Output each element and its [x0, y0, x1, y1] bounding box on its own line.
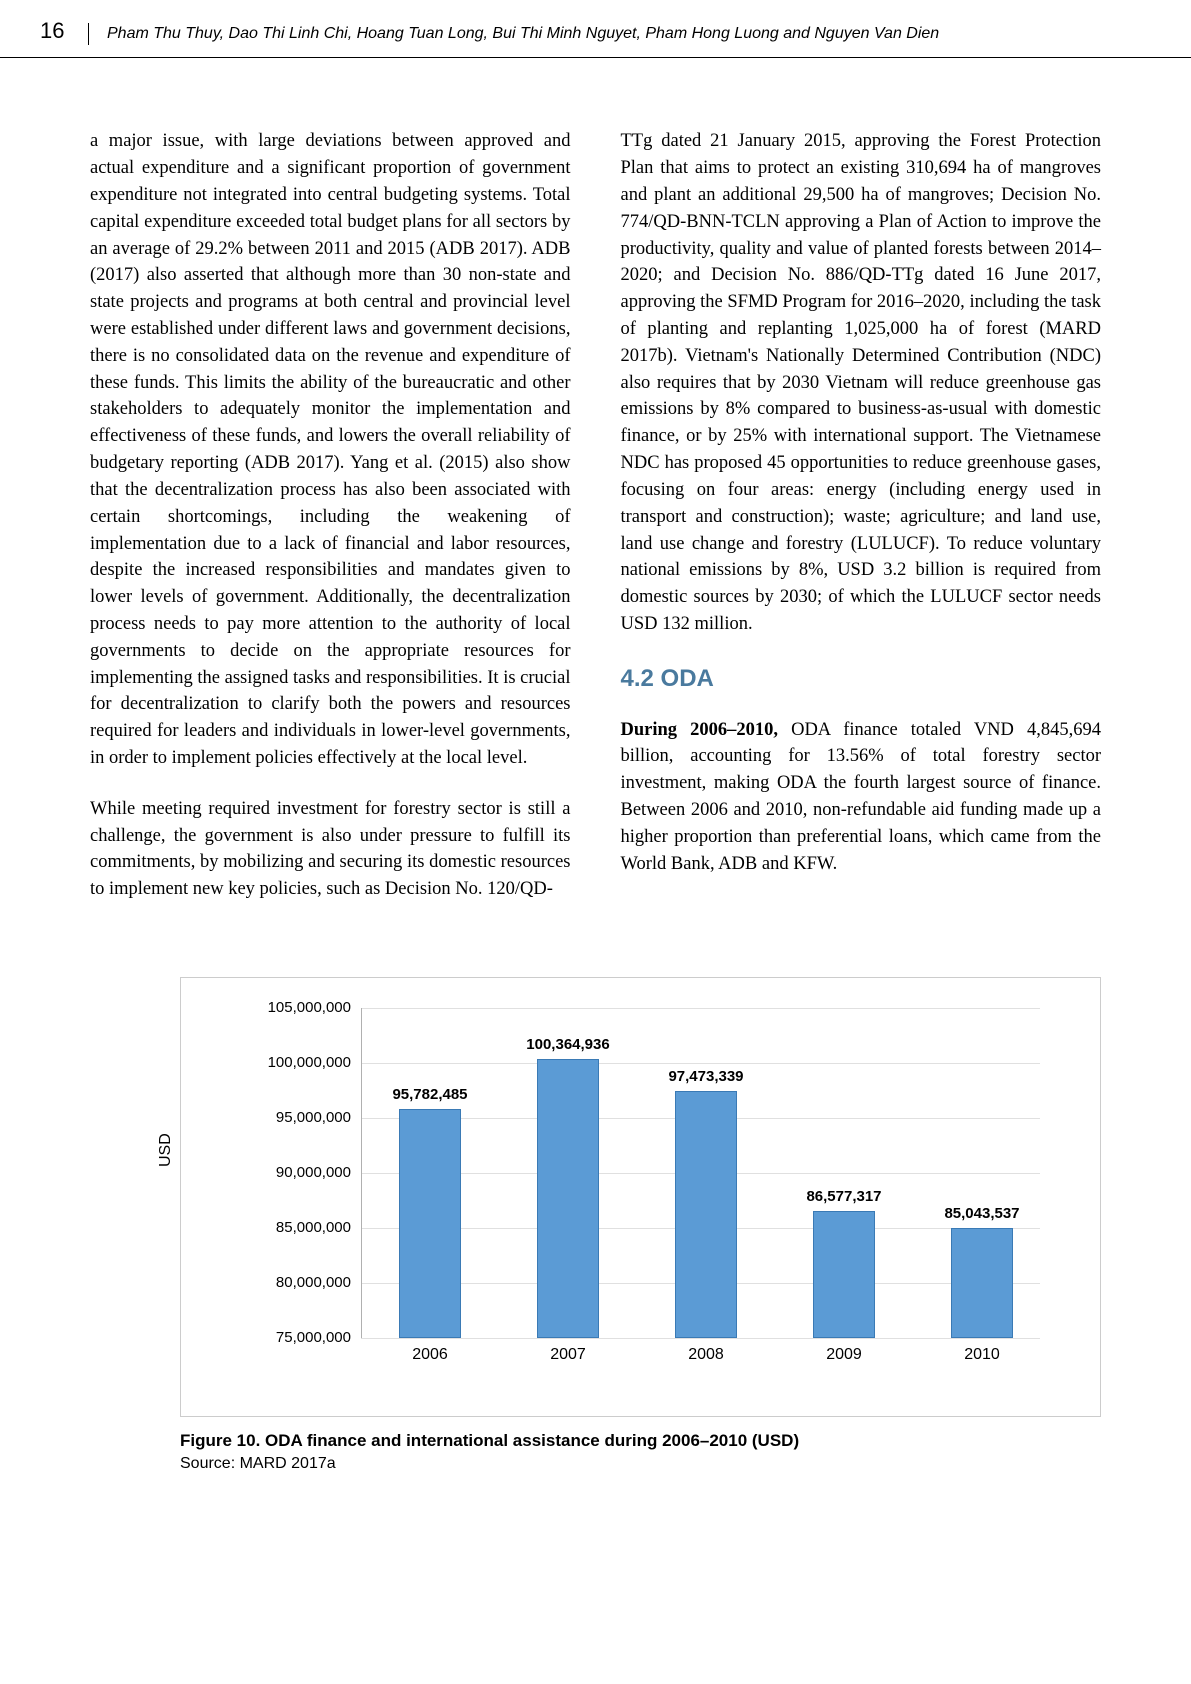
xtick-label: 2006: [390, 1346, 470, 1364]
chart-plot-area: 75,000,000 80,000,000 85,000,000 90,000,000…: [251, 1008, 1040, 1368]
body-columns: a major issue, with large deviations bet…: [0, 128, 1191, 927]
authors-line: Pham Thu Thuy, Dao Thi Linh Chi, Hoang T…: [107, 25, 939, 42]
left-column: a major issue, with large deviations bet…: [90, 128, 571, 927]
p2-lead: During 2006–2010,: [621, 720, 779, 740]
figure-caption: Figure 10. ODA finance and international…: [180, 1431, 1101, 1451]
right-column: TTg dated 21 January 2015, approving the…: [621, 128, 1102, 927]
xtick-label: 2009: [804, 1346, 884, 1364]
bar: [399, 1109, 461, 1338]
bar-value-label: 86,577,317: [784, 1188, 904, 1205]
page-header: 16 Pham Thu Thuy, Dao Thi Linh Chi, Hoan…: [0, 0, 1191, 58]
xtick-label: 2007: [528, 1346, 608, 1364]
ytick-label: 90,000,000: [251, 1164, 351, 1181]
ytick-label: 85,000,000: [251, 1219, 351, 1236]
right-p1: TTg dated 21 January 2015, approving the…: [621, 128, 1102, 637]
p2-rest: ODA finance totaled VND 4,845,694 billio…: [621, 720, 1102, 874]
xtick-label: 2010: [942, 1346, 1022, 1364]
bar: [675, 1091, 737, 1338]
gridline: [361, 1338, 1040, 1339]
bar-value-label: 100,364,936: [508, 1036, 628, 1053]
bar-value-label: 97,473,339: [646, 1068, 766, 1085]
header-divider: [88, 23, 89, 45]
plot-region: 95,782,485 100,364,936 97,473,339 86,577,31…: [361, 1008, 1040, 1338]
bar: [813, 1211, 875, 1338]
xtick-label: 2008: [666, 1346, 746, 1364]
figure-10: USD 75,000,000 80,000,000 85,000,000 90,000…: [0, 927, 1191, 1473]
section-heading-oda: 4.2 ODA: [621, 662, 1102, 697]
bar: [951, 1228, 1013, 1338]
ytick-label: 105,000,000: [251, 999, 351, 1016]
chart-container: USD 75,000,00080,000,00085,000,00090,000…: [180, 977, 1101, 1417]
figure-source: Source: MARD 2017a: [180, 1455, 1101, 1473]
bar-value-label: 85,043,537: [922, 1205, 1042, 1222]
y-axis-label: USD: [157, 1133, 175, 1167]
left-p1: a major issue, with large deviations bet…: [90, 128, 571, 772]
ytick-label: 95,000,000: [251, 1109, 351, 1126]
ytick-label: 100,000,000: [251, 1054, 351, 1071]
bar: [537, 1059, 599, 1338]
ytick-label: 75,000,000: [251, 1329, 351, 1346]
bar-value-label: 95,782,485: [370, 1086, 490, 1103]
page-number: 16: [40, 18, 70, 44]
right-p2: During 2006–2010, ODA finance totaled VN…: [621, 717, 1102, 878]
ytick-label: 80,000,000: [251, 1274, 351, 1291]
left-p2: While meeting required investment for fo…: [90, 796, 571, 903]
